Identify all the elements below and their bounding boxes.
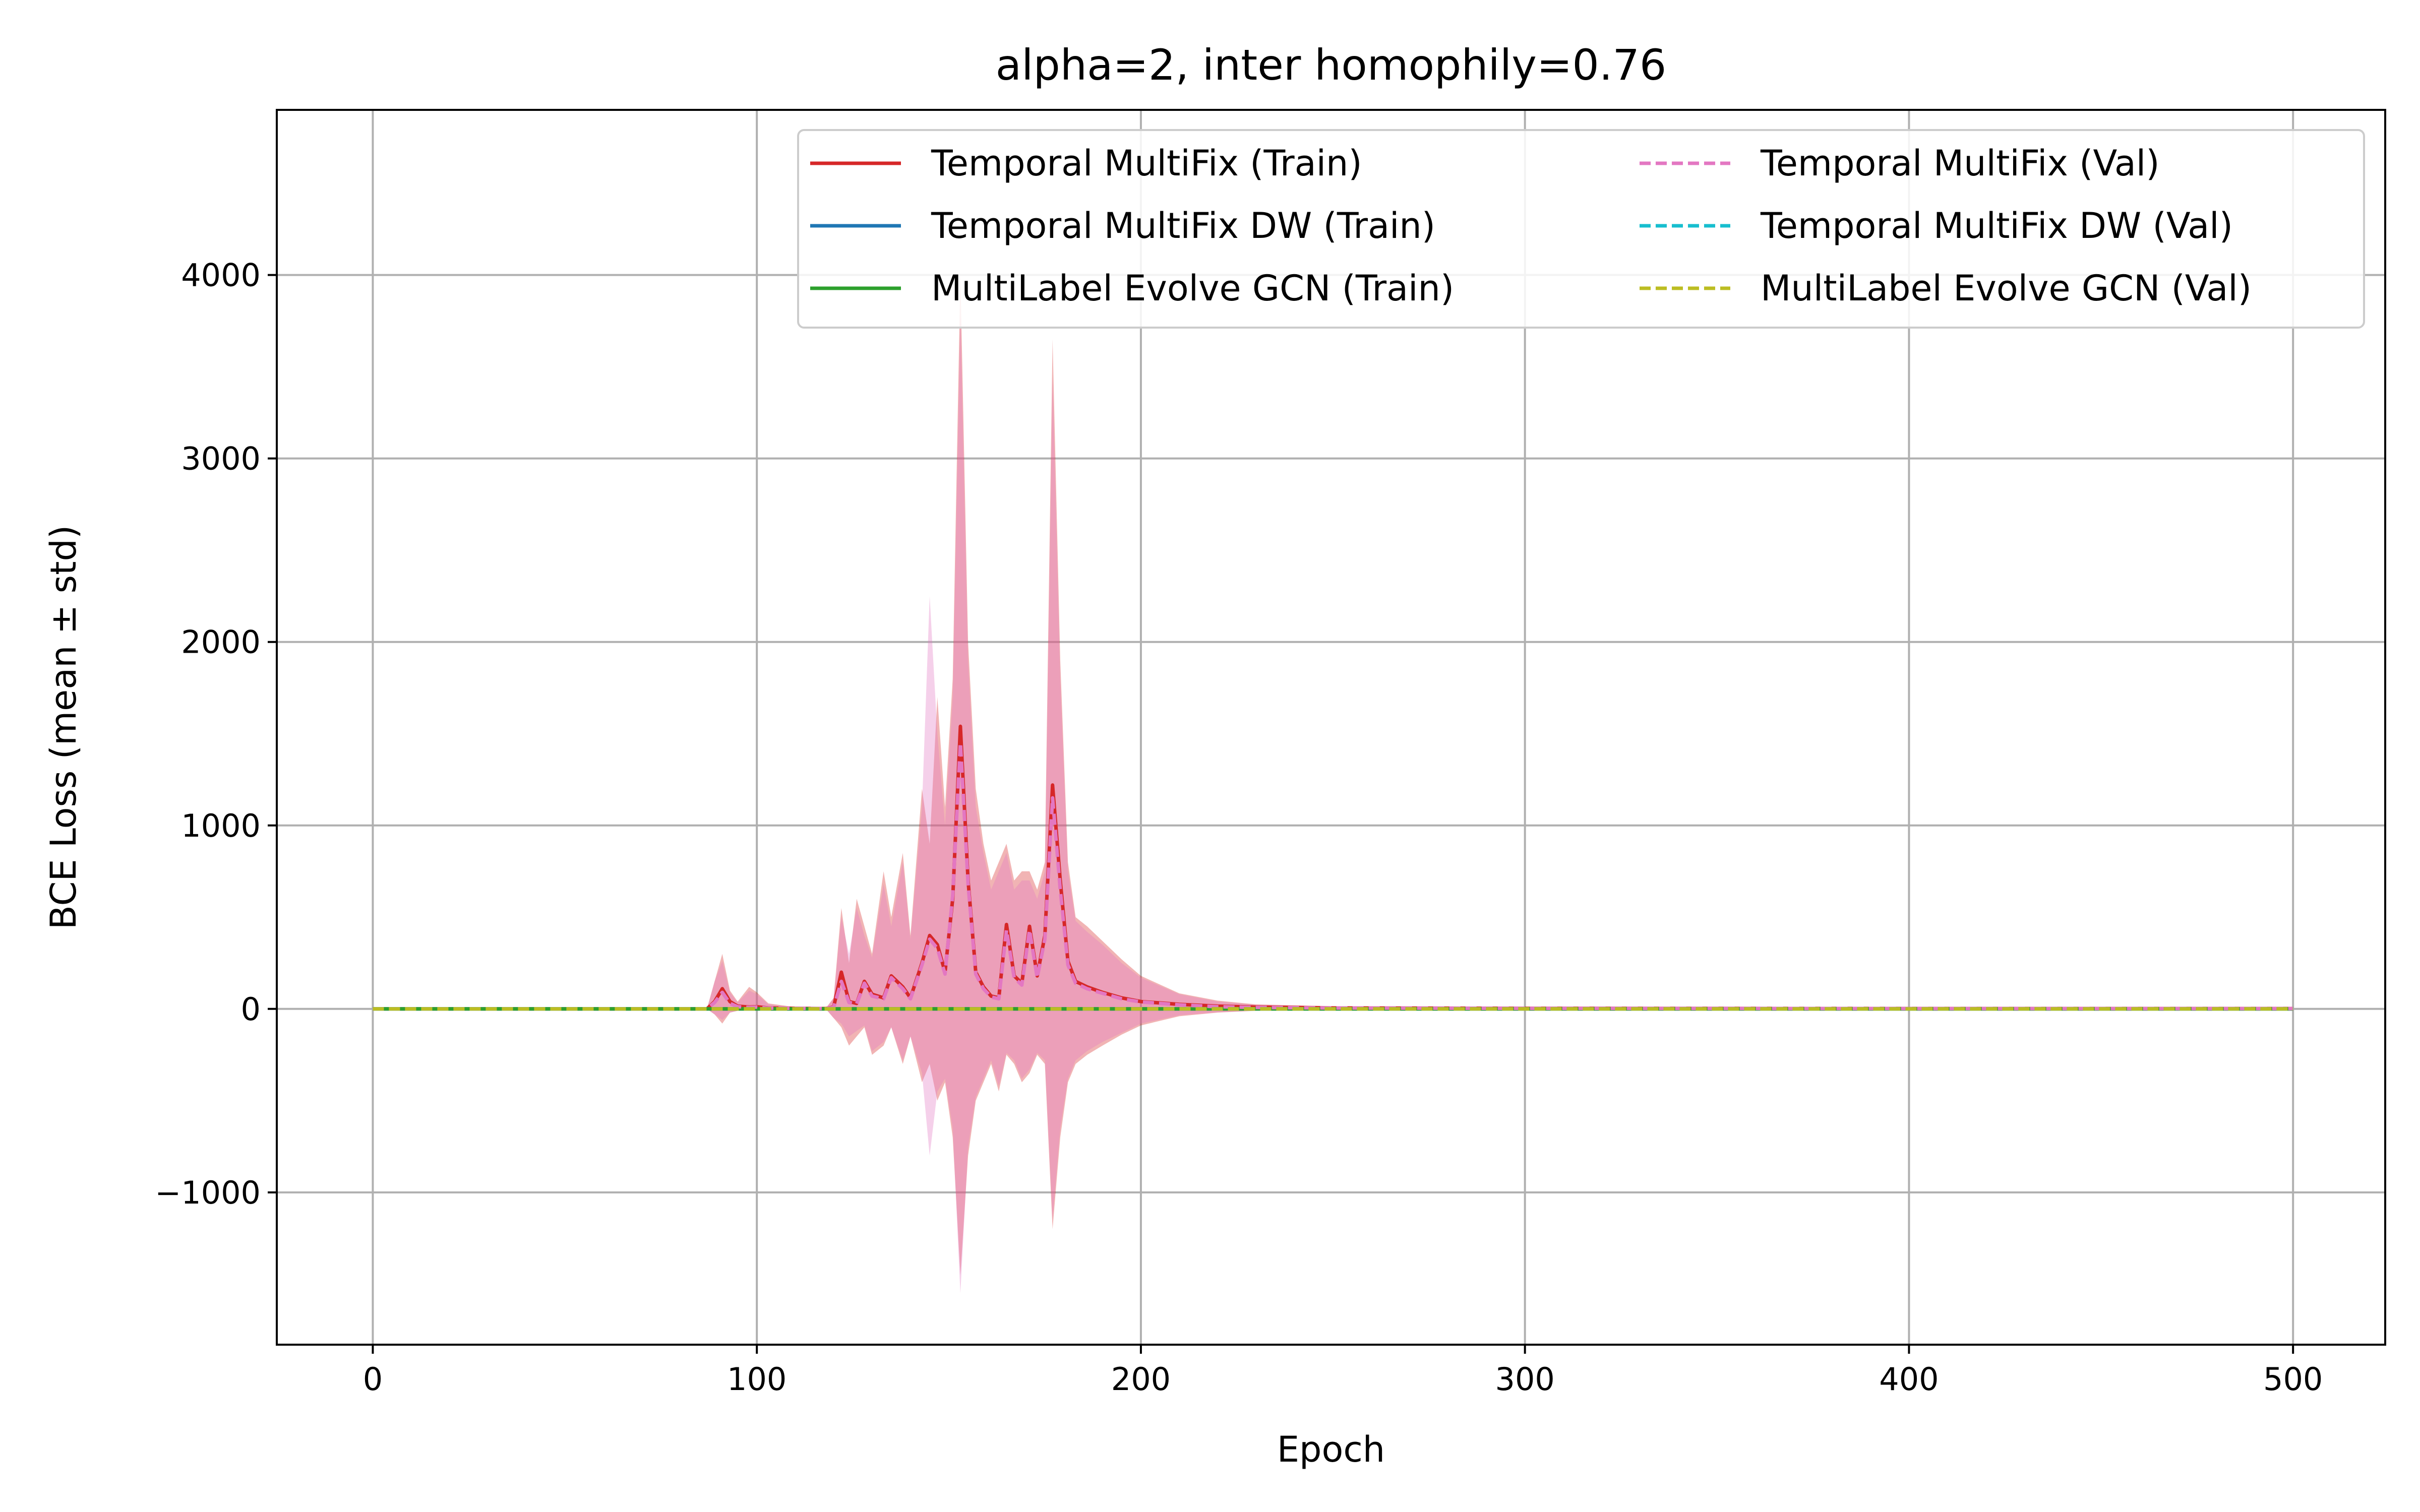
axis-ticks: 0 100 200 300 400 500 −1000 0 1000 2000 3000 4000 [155, 257, 2323, 1398]
legend-box [797, 129, 2365, 329]
y-tick-label: 0 [241, 991, 261, 1028]
legend-label: MultiLabel Evolve GCN (Val) [1761, 268, 2252, 309]
y-tick-label: 2000 [181, 624, 261, 661]
x-tick-label: 200 [1111, 1361, 1171, 1398]
series-lines [373, 724, 2293, 1011]
y-tick-label: 3000 [181, 440, 261, 477]
x-tick-label: 0 [363, 1361, 383, 1398]
legend-items: Temporal MultiFix (Train) Temporal MultiF… [810, 143, 2252, 309]
x-axis-label: Epoch [1277, 1429, 1385, 1470]
chart-title: alpha=2, inter homophily=0.76 [996, 40, 1667, 90]
y-axis-label: BCE Loss (mean ± std) [43, 525, 84, 930]
y-tick-label: 4000 [181, 257, 261, 294]
legend-label: Temporal MultiFix (Train) [931, 143, 1362, 184]
x-tick-label: 100 [727, 1361, 786, 1398]
legend-label: Temporal MultiFix (Val) [1760, 143, 2160, 184]
legend-label: MultiLabel Evolve GCN (Train) [931, 268, 1454, 309]
y-tick-label: −1000 [155, 1174, 261, 1211]
legend: Temporal MultiFix (Train) Temporal MultiF… [797, 129, 2365, 329]
y-tick-label: 1000 [181, 807, 261, 844]
std-bands [373, 275, 2293, 1294]
plot-frame [276, 109, 2386, 1346]
legend-label: Temporal MultiFix DW (Val) [1760, 205, 2233, 246]
x-tick-label: 500 [2263, 1361, 2323, 1398]
x-tick-label: 300 [1495, 1361, 1555, 1398]
legend-label: Temporal MultiFix DW (Train) [931, 205, 1435, 246]
std-band [373, 275, 2293, 1275]
x-tick-label: 400 [1879, 1361, 1939, 1398]
